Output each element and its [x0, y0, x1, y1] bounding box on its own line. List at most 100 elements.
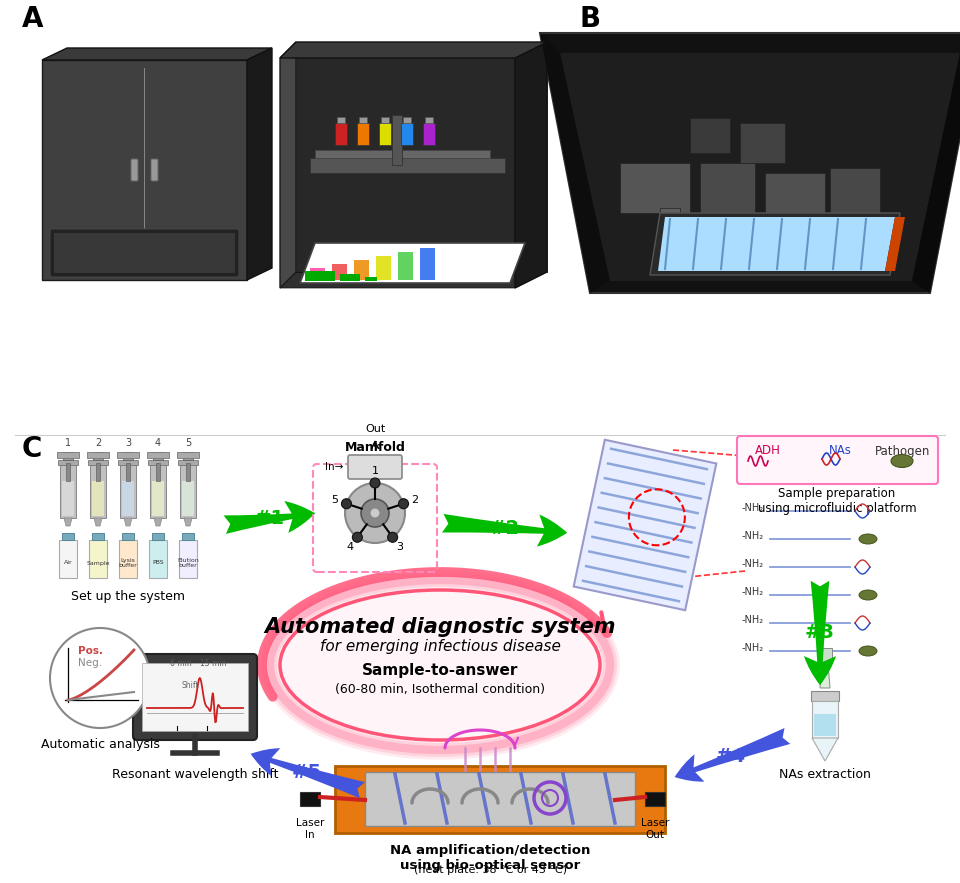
Bar: [765, 173, 825, 228]
Text: -NH₂: -NH₂: [742, 531, 764, 541]
Text: 2: 2: [412, 495, 419, 505]
Text: 4: 4: [347, 542, 354, 552]
Bar: [180, 463, 196, 518]
Text: for emerging infectious disease: for emerging infectious disease: [320, 639, 561, 654]
Text: 15 min: 15 min: [200, 659, 227, 668]
Bar: [740, 123, 785, 163]
Bar: [178, 460, 198, 465]
Text: 1: 1: [65, 438, 71, 448]
Text: -NH₂: -NH₂: [742, 615, 764, 625]
Text: NA amplification/detection
using bio-optical sensor: NA amplification/detection using bio-opt…: [390, 844, 590, 872]
Text: Sample: Sample: [86, 561, 109, 565]
Bar: [152, 481, 164, 516]
Bar: [92, 481, 104, 516]
Bar: [700, 163, 755, 223]
Bar: [182, 481, 194, 516]
Bar: [120, 463, 136, 518]
Circle shape: [50, 628, 150, 728]
Bar: [92, 533, 104, 540]
Ellipse shape: [859, 534, 877, 544]
Bar: [117, 452, 139, 458]
Polygon shape: [296, 42, 547, 272]
Bar: [620, 163, 690, 213]
FancyBboxPatch shape: [737, 436, 938, 484]
Polygon shape: [42, 60, 247, 280]
Bar: [156, 463, 160, 481]
Bar: [401, 123, 413, 145]
Text: #1: #1: [255, 509, 285, 529]
Polygon shape: [247, 48, 272, 280]
Polygon shape: [540, 33, 610, 293]
Bar: [365, 277, 377, 281]
Text: NAs extraction: NAs extraction: [780, 768, 871, 781]
Polygon shape: [184, 518, 192, 526]
Bar: [177, 452, 199, 458]
Text: ADH: ADH: [756, 444, 780, 457]
Bar: [182, 533, 194, 540]
Bar: [126, 463, 130, 481]
Polygon shape: [64, 518, 72, 526]
Bar: [153, 452, 163, 460]
Bar: [376, 256, 391, 280]
Text: PBS: PBS: [153, 561, 164, 565]
Text: Laser
In: Laser In: [296, 818, 324, 840]
FancyBboxPatch shape: [348, 455, 402, 479]
Text: #5: #5: [292, 763, 322, 781]
Polygon shape: [540, 33, 960, 293]
Bar: [425, 117, 433, 123]
FancyBboxPatch shape: [142, 663, 248, 731]
Text: 3: 3: [125, 438, 132, 448]
Bar: [93, 452, 103, 460]
Bar: [310, 158, 505, 173]
Text: Sample preparation
using microfluidic platform: Sample preparation using microfluidic pl…: [757, 487, 916, 515]
Text: B: B: [580, 5, 601, 33]
Bar: [119, 540, 137, 578]
Bar: [96, 463, 100, 481]
Bar: [690, 118, 730, 153]
Text: Sample-to-answer: Sample-to-answer: [362, 663, 518, 678]
Polygon shape: [42, 48, 272, 60]
Bar: [122, 481, 134, 516]
Bar: [398, 252, 413, 280]
Text: A: A: [22, 5, 43, 33]
Text: Lysis
buffer: Lysis buffer: [119, 557, 137, 569]
Bar: [403, 117, 411, 123]
Text: -NH₂: -NH₂: [742, 503, 764, 513]
Bar: [379, 123, 391, 145]
Polygon shape: [885, 217, 905, 271]
Circle shape: [342, 499, 351, 509]
Bar: [122, 533, 134, 540]
Text: (60-80 min, Isothermal condition): (60-80 min, Isothermal condition): [335, 683, 545, 696]
Bar: [123, 452, 133, 460]
Text: C: C: [22, 435, 42, 463]
Polygon shape: [560, 53, 960, 281]
Bar: [811, 691, 839, 701]
Polygon shape: [812, 738, 838, 761]
Bar: [57, 452, 79, 458]
Bar: [60, 463, 76, 518]
Bar: [305, 271, 335, 281]
Bar: [90, 463, 106, 518]
Bar: [59, 540, 77, 578]
FancyBboxPatch shape: [54, 233, 235, 273]
Polygon shape: [912, 33, 960, 293]
Polygon shape: [280, 42, 547, 58]
Text: #2: #2: [490, 518, 520, 538]
Text: 5: 5: [185, 438, 191, 448]
Bar: [310, 268, 325, 280]
Bar: [66, 463, 70, 481]
Bar: [300, 792, 320, 806]
Polygon shape: [124, 518, 132, 526]
Bar: [332, 264, 347, 280]
Text: In→: In→: [324, 462, 343, 472]
Polygon shape: [650, 213, 900, 275]
Bar: [645, 792, 665, 806]
Bar: [335, 123, 347, 145]
FancyBboxPatch shape: [131, 159, 138, 181]
Bar: [420, 248, 435, 280]
Bar: [89, 540, 107, 578]
Text: -NH₂: -NH₂: [742, 559, 764, 569]
Polygon shape: [515, 42, 547, 288]
Bar: [147, 452, 169, 458]
Bar: [152, 533, 164, 540]
